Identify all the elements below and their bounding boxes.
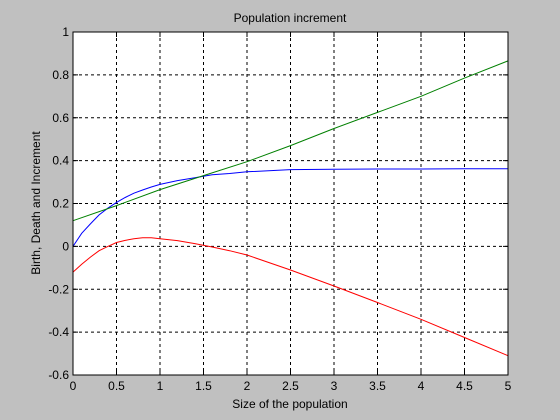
grid	[73, 32, 508, 375]
x-tick-label: 0	[70, 379, 77, 393]
y-tick-label: 0.8	[52, 68, 69, 82]
x-tick-label: 4	[418, 379, 425, 393]
x-tick-label: 1.5	[195, 379, 212, 393]
x-tick-label: 3	[331, 379, 338, 393]
y-tick-label: 1	[62, 25, 69, 39]
y-tick-label: -0.6	[48, 368, 69, 382]
chart-title: Population increment	[234, 11, 347, 25]
series-line-3	[72, 237, 509, 357]
x-tick-label: 3.5	[369, 379, 386, 393]
x-tick-label: 2.5	[282, 379, 299, 393]
x-tick-label: 4.5	[456, 379, 473, 393]
y-tick-label: 0	[62, 239, 69, 253]
y-tick-label: 0.6	[52, 111, 69, 125]
x-tick-label: 1	[157, 379, 164, 393]
series-layer	[72, 60, 509, 357]
x-tick-label: 2	[244, 379, 251, 393]
series-line-2	[72, 60, 509, 222]
y-tick-label: -0.2	[48, 282, 69, 296]
x-tick-label: 5	[505, 379, 512, 393]
y-tick-label: 0.4	[52, 154, 69, 168]
x-tick-label: 0.5	[108, 379, 125, 393]
y-axis-label: Birth, Death and Increment	[29, 131, 43, 275]
series-line-1	[72, 168, 508, 247]
y-tick-label: 0.2	[52, 197, 69, 211]
y-tick-label: -0.4	[48, 325, 69, 339]
x-axis-label: Size of the population	[232, 397, 347, 411]
ticks: 0 0.5 1 1.5 2 2.5 3 3.5 4 4.5 5 -0.6 -0.4 -0.2 0 0.2 0.4…	[48, 25, 511, 393]
